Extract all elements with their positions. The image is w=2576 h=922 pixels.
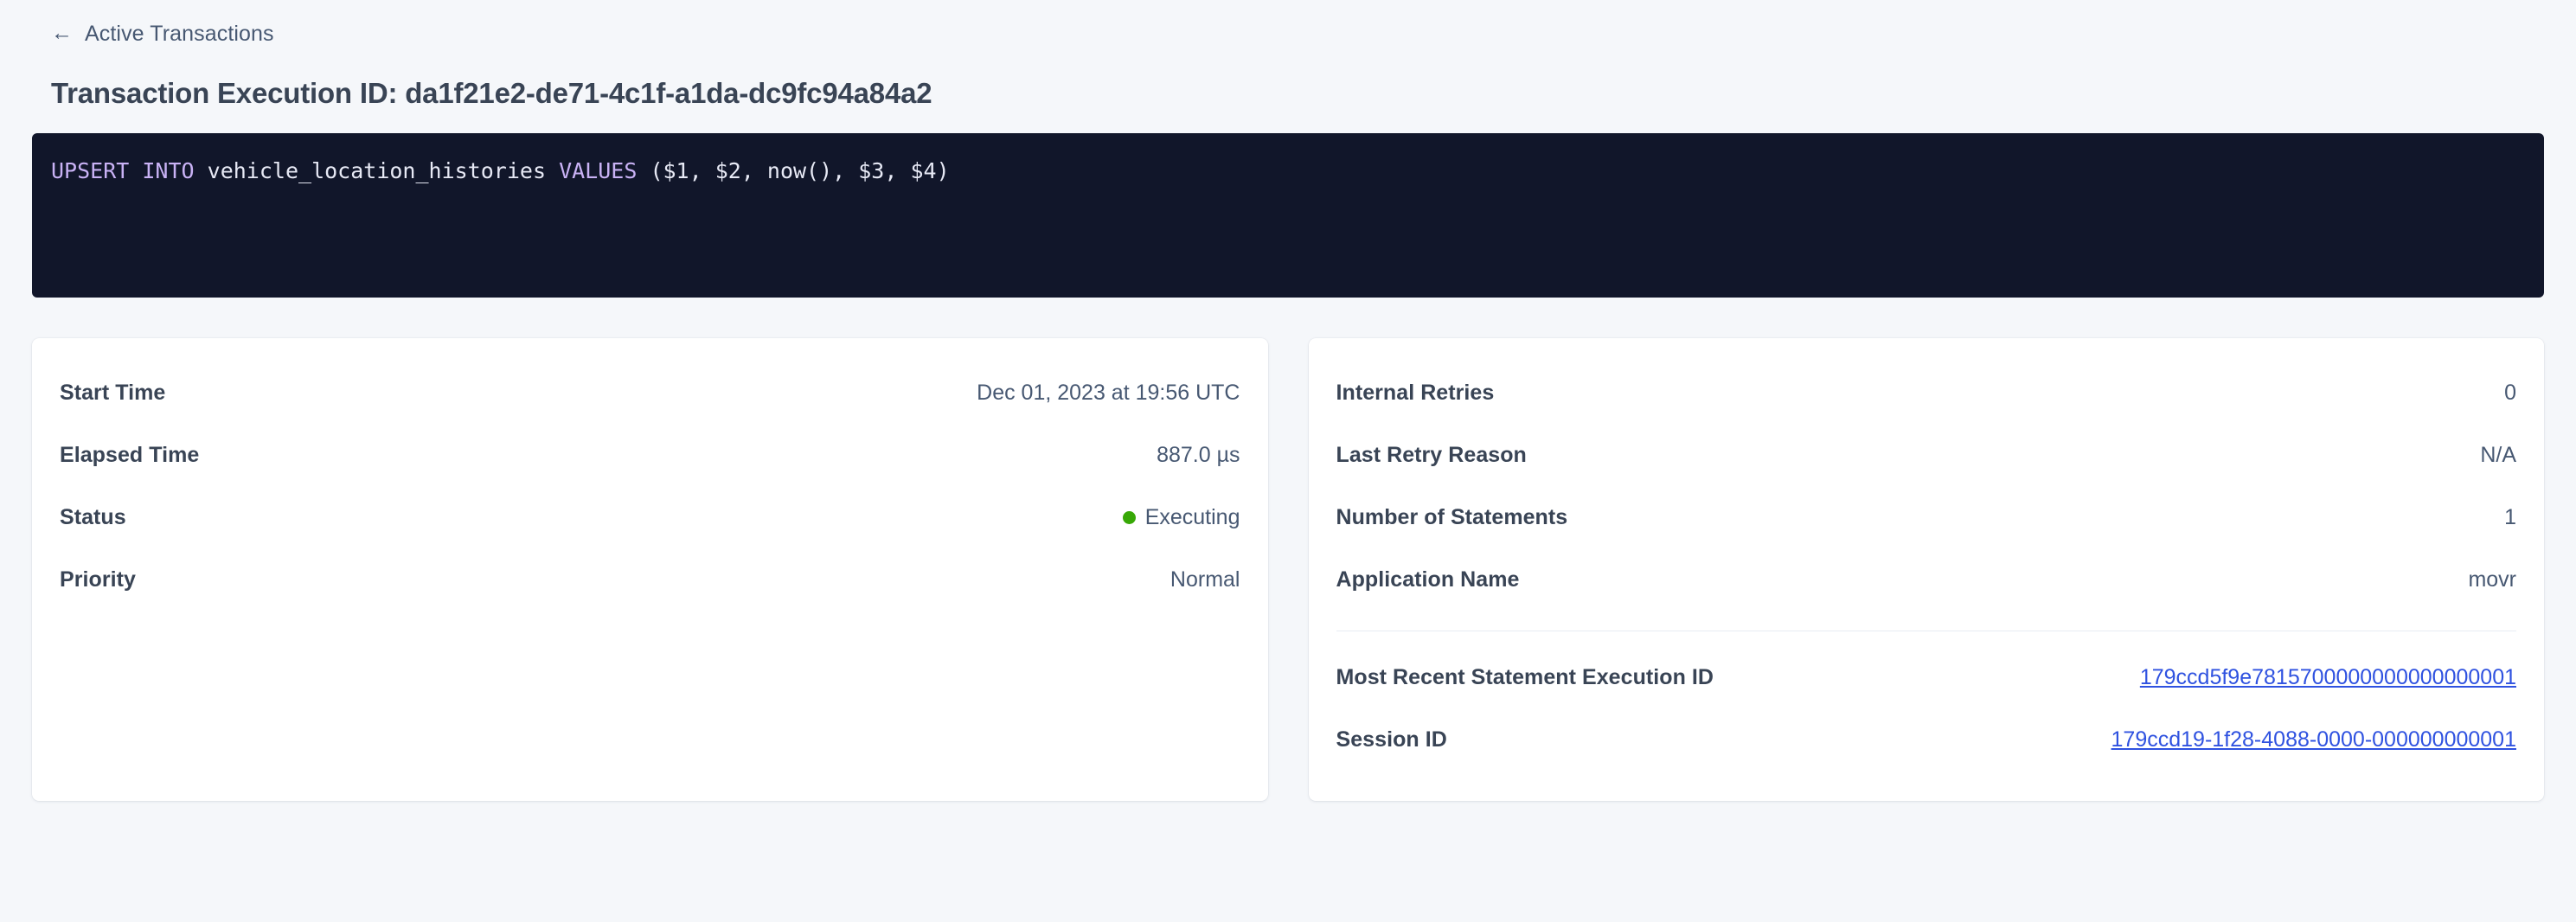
row-label-elapsed-time: Elapsed Time [60,443,200,468]
table-row: Application Name movr [1336,549,2517,611]
row-label-last-retry-reason: Last Retry Reason [1336,443,1527,468]
sql-keyword-into: INTO [142,157,195,183]
table-row: Internal Retries 0 [1336,362,2517,425]
breadcrumb-back-link[interactable]: ← Active Transactions [51,0,328,45]
row-label-application-name: Application Name [1336,567,1520,592]
sql-values-args: ($1, $2, now(), $3, $4) [650,157,950,183]
table-row: Elapsed Time 887.0 µs [60,425,1240,487]
page-title: Transaction Execution ID: da1f21e2-de71-… [51,77,932,109]
status-dot-icon [1122,511,1136,525]
table-row: Number of Statements 1 [1336,487,2517,549]
row-value-application-name: movr [2468,567,2516,592]
row-label-number-of-statements: Number of Statements [1336,505,1568,530]
status-badge: Executing [1122,505,1240,530]
detail-cards-container: Start Time Dec 01, 2023 at 19:56 UTC Ela… [32,337,2544,801]
row-value-number-of-statements: 1 [2504,505,2516,530]
row-value-elapsed-time: 887.0 µs [1157,443,1240,468]
row-label-most-recent-statement-execution-id: Most Recent Statement Execution ID [1336,665,1714,690]
transaction-overview-card: Start Time Dec 01, 2023 at 19:56 UTC Ela… [32,337,1268,801]
transaction-stats-card: Internal Retries 0 Last Retry Reason N/A… [1308,337,2544,801]
link-most-recent-statement-execution-id[interactable]: 179ccd5f9e7815700000000000000001 [2139,665,2516,690]
row-value-priority: Normal [1169,567,1240,592]
row-value-status: Executing [1144,505,1240,530]
row-label-start-time: Start Time [60,381,166,406]
table-row: Session ID 179ccd19-1f28-4088-0000-00000… [1336,709,2517,772]
row-value-start-time: Dec 01, 2023 at 19:56 UTC [977,381,1240,406]
sql-statement-text: UPSERT INTO vehicle_location_histories V… [51,157,2544,186]
table-row: Start Time Dec 01, 2023 at 19:56 UTC [60,362,1240,425]
breadcrumb-label: Active Transactions [85,21,274,46]
row-label-session-id: Session ID [1336,727,1447,752]
row-value-last-retry-reason: N/A [2480,443,2516,468]
row-label-priority: Priority [60,567,136,592]
table-row: Status Executing [60,487,1240,549]
sql-keyword-upsert: UPSERT [51,157,130,183]
sql-keyword-values: VALUES [559,157,638,183]
row-label-internal-retries: Internal Retries [1336,381,1495,406]
table-row: Last Retry Reason N/A [1336,425,2517,487]
sql-code-panel: UPSERT INTO vehicle_location_histories V… [32,132,2544,298]
row-label-status: Status [60,505,126,530]
table-row: Most Recent Statement Execution ID 179cc… [1336,647,2517,709]
sql-table-name: vehicle_location_histories [207,157,546,183]
row-value-internal-retries: 0 [2504,381,2516,406]
arrow-left-icon: ← [51,20,73,45]
link-session-id[interactable]: 179ccd19-1f28-4088-0000-000000000001 [2111,727,2516,752]
table-row: Priority Normal [60,549,1240,611]
